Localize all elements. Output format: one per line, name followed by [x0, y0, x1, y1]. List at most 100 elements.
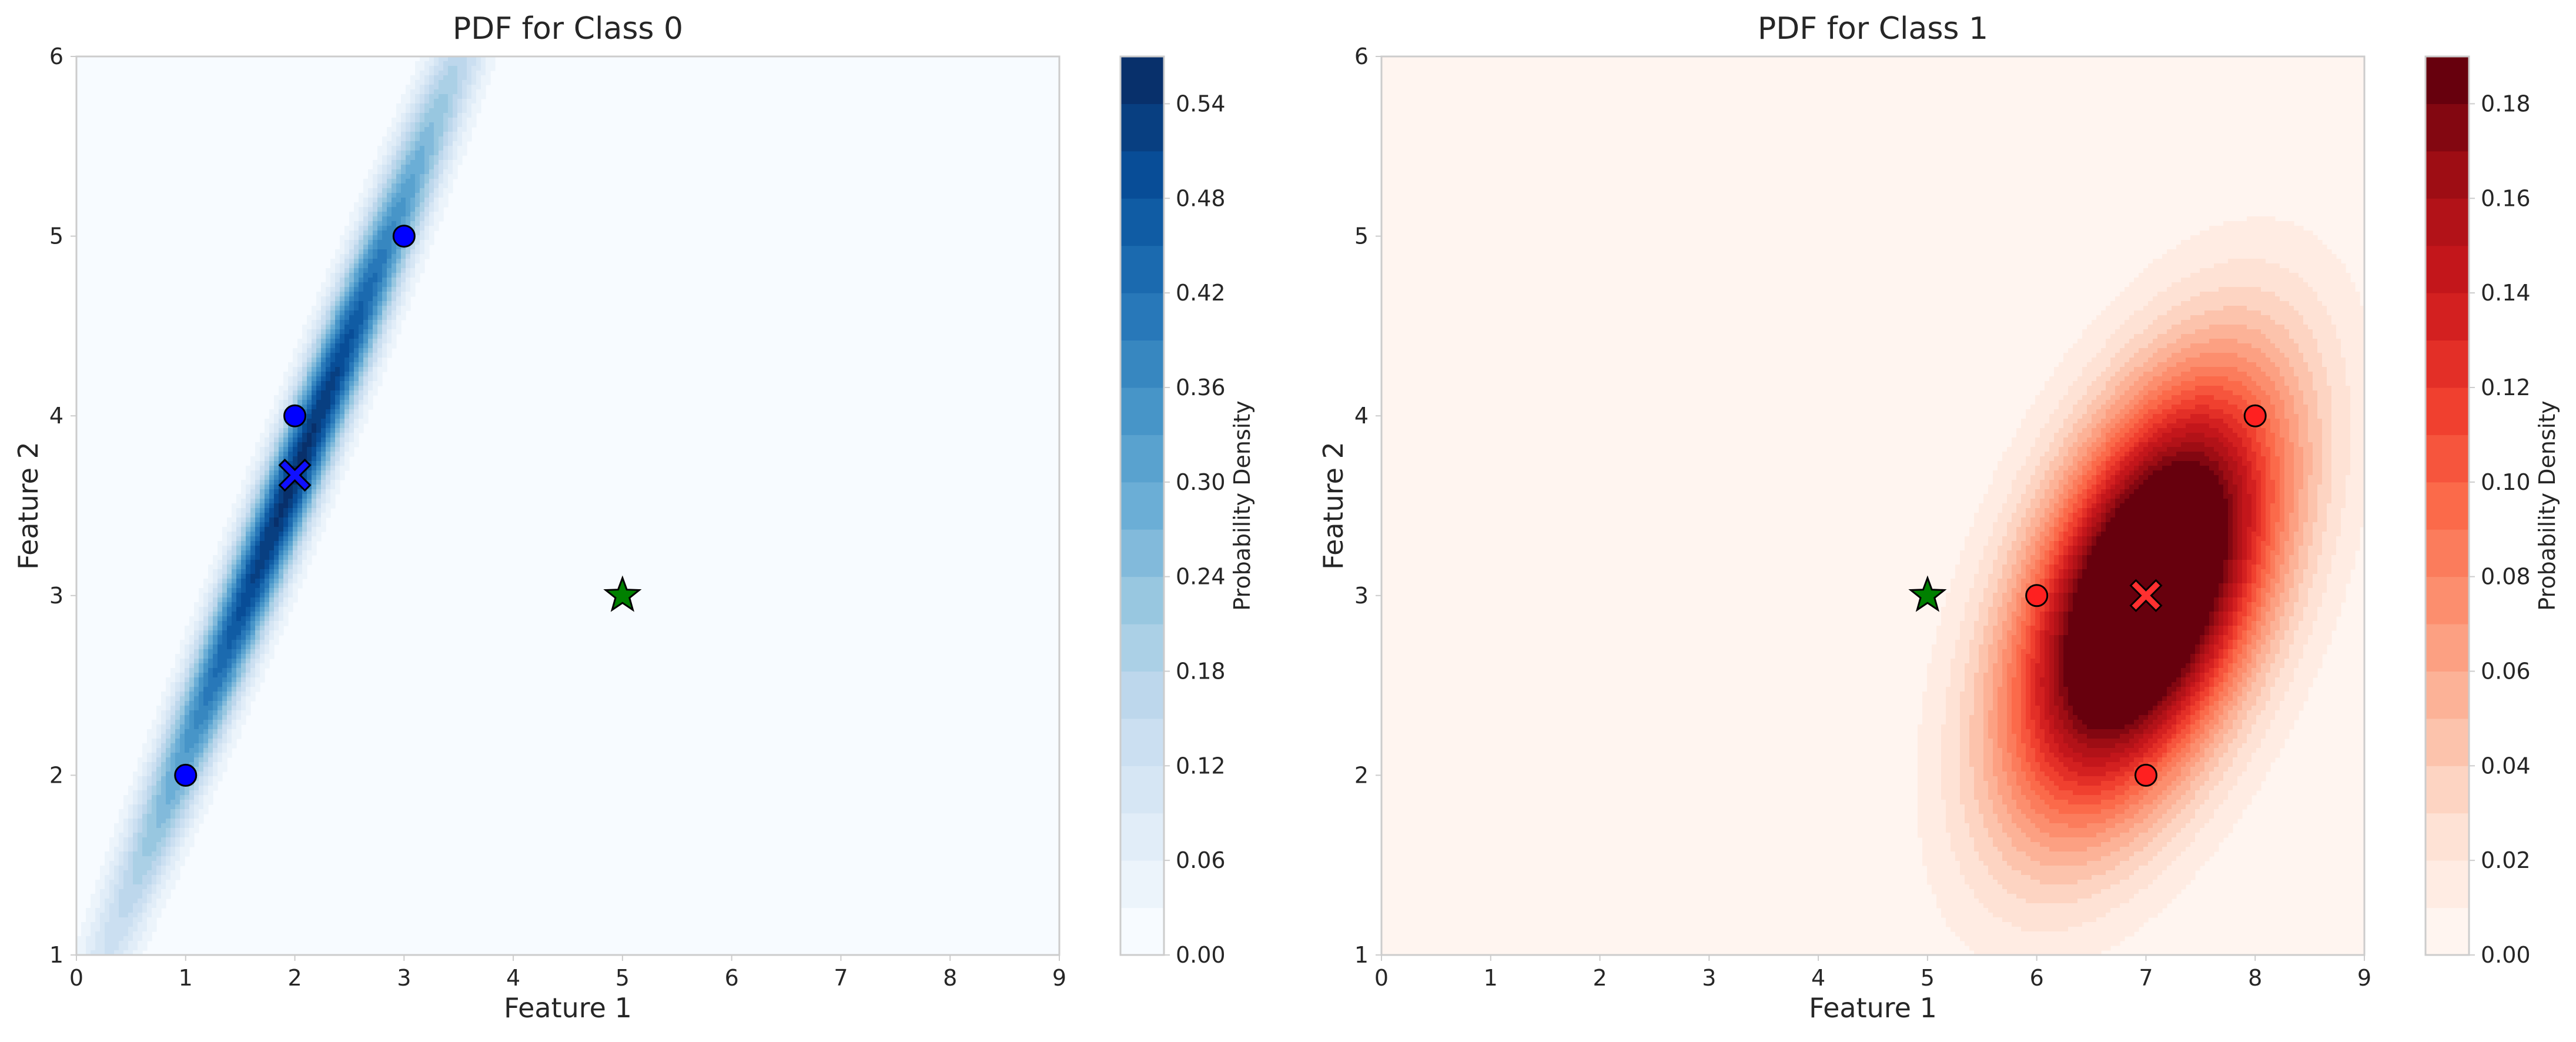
- contour-band-cell: [382, 282, 387, 288]
- contour-band-cell: [349, 409, 354, 415]
- contour-band-cell: [2270, 513, 2280, 518]
- contour-band-cell: [166, 847, 171, 852]
- contour-band-cell: [2073, 381, 2092, 386]
- contour-band-cell: [316, 494, 322, 499]
- contour-band-cell: [222, 734, 228, 739]
- contour-band-cell: [2313, 466, 2323, 471]
- contour-band-cell: [2247, 527, 2257, 532]
- contour-band-cell: [2237, 527, 2243, 532]
- contour-band-cell: [2308, 433, 2323, 438]
- contour-band-cell: [2134, 466, 2139, 471]
- y-tick-label: 2: [49, 762, 63, 788]
- contour-band-cell: [283, 452, 289, 457]
- contour-band-cell: [354, 249, 359, 255]
- contour-band-cell: [194, 654, 199, 659]
- contour-band-cell: [392, 122, 397, 128]
- contour-band-cell: [2063, 565, 2069, 570]
- contour-band-cell: [227, 565, 232, 570]
- contour-band-cell: [396, 174, 402, 179]
- contour-band-cell: [2350, 461, 2365, 466]
- contour-band-cell: [368, 174, 373, 179]
- contour-band-cell: [2087, 541, 2092, 546]
- contour-band-cell: [279, 414, 284, 419]
- contour-band-cell: [2322, 475, 2332, 480]
- contour-band-cell: [354, 390, 359, 396]
- contour-band-cell: [2063, 574, 2069, 579]
- contour-band-cell: [133, 866, 152, 871]
- contour-band-cell: [166, 866, 176, 871]
- contour-band-cell: [213, 588, 218, 593]
- contour-band-cell: [486, 66, 496, 71]
- contour-band-cell: [392, 179, 397, 184]
- contour-band-cell: [199, 724, 209, 730]
- contour-band-cell: [2026, 527, 2036, 532]
- contour-band-cell: [387, 188, 392, 193]
- contour-band-cell: [349, 320, 364, 325]
- contour-band-cell: [194, 701, 199, 706]
- contour-band-cell: [453, 113, 458, 118]
- contour-band-cell: [232, 706, 237, 711]
- contour-band-cell: [2237, 607, 2243, 612]
- contour-band-cell: [420, 216, 425, 222]
- contour-band-cell: [2049, 461, 2064, 466]
- contour-band-cell: [2092, 358, 2111, 363]
- contour-band-cell: [265, 494, 270, 499]
- contour-band-cell: [363, 287, 373, 292]
- contour-band-cell: [293, 428, 298, 433]
- contour-band-cell: [415, 202, 420, 208]
- contour-band-cell: [2284, 513, 2290, 518]
- contour-band-cell: [2087, 437, 2097, 443]
- contour-band-cell: [401, 141, 406, 146]
- contour-band-cell: [2284, 470, 2294, 476]
- contour-band-cell: [288, 574, 293, 579]
- contour-band-cell: [218, 593, 223, 598]
- contour-band-cell: [128, 946, 138, 951]
- contour-band-cell: [396, 254, 402, 259]
- contour-band-cell: [312, 306, 322, 311]
- contour-band-cell: [2063, 489, 2069, 495]
- contour-band-cell: [2059, 536, 2064, 542]
- contour-band-cell: [326, 485, 331, 490]
- contour-band-cell: [208, 663, 213, 669]
- contour-band-cell: [2275, 560, 2285, 565]
- contour-band-cell: [2106, 409, 2120, 415]
- contour-band-cell: [373, 287, 378, 292]
- contour-band-cell: [340, 395, 345, 400]
- contour-band-cell: [434, 66, 444, 71]
- contour-band-cell: [321, 508, 326, 513]
- contour-band-cell: [316, 367, 322, 372]
- contour-band-cell: [2336, 541, 2360, 546]
- contour-band-cell: [2219, 428, 2233, 433]
- contour-band-cell: [462, 94, 467, 99]
- contour-band-cell: [2313, 536, 2323, 542]
- contour-band-cell: [2059, 499, 2064, 504]
- contour-band-cell: [260, 546, 275, 551]
- contour-band-cell: [2077, 574, 2083, 579]
- contour-band-cell: [2284, 579, 2294, 584]
- contour-band-cell: [354, 292, 359, 297]
- contour-band-cell: [2073, 607, 2214, 612]
- contour-band-cell: [326, 475, 331, 480]
- contour-band-cell: [246, 508, 251, 513]
- contour-band-cell: [2223, 612, 2229, 617]
- contour-band-cell: [2059, 532, 2064, 537]
- colorbar-tick-label: 0.18: [1176, 658, 1226, 684]
- contour-band-cell: [316, 503, 322, 509]
- contour-band-cell: [218, 696, 223, 702]
- contour-band-cell: [2125, 414, 2135, 419]
- contour-band-cell: [2294, 447, 2304, 452]
- contour-band-cell: [316, 329, 322, 335]
- contour-band-cell: [2049, 532, 2055, 537]
- contour-band-cell: [316, 400, 331, 405]
- contour-band-cell: [2252, 447, 2261, 452]
- contour-band-cell: [382, 343, 387, 349]
- contour-band-cell: [105, 931, 129, 937]
- contour-band-cell: [335, 381, 340, 386]
- contour-band-cell: [2148, 343, 2167, 349]
- contour-band-cell: [2270, 470, 2280, 476]
- contour-band-cell: [2054, 579, 2059, 584]
- contour-band-cell: [2252, 588, 2257, 593]
- contour-band-cell: [312, 343, 317, 349]
- contour-band-cell: [246, 696, 256, 702]
- contour-band-cell: [340, 452, 345, 457]
